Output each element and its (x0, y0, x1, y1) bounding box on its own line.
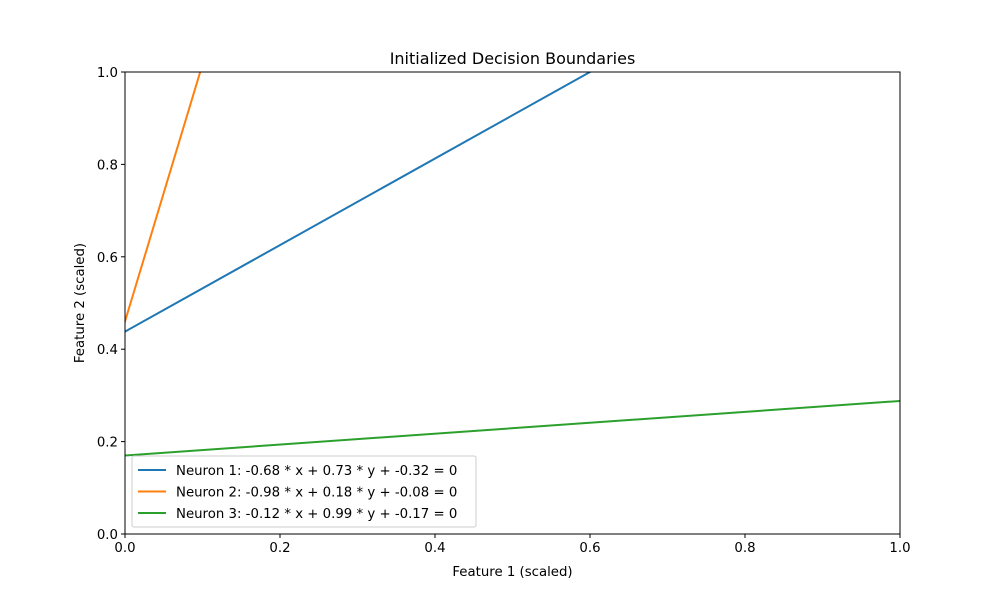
y-tick-label: 0.2 (97, 436, 118, 451)
legend: Neuron 1: -0.68 * x + 0.73 * y + -0.32 =… (131, 455, 477, 528)
x-axis-ticks: 0.0 0.2 0.4 0.6 0.8 1.0 (114, 534, 911, 556)
y-tick-label: 1.0 (97, 66, 118, 81)
x-tick-label: 0.4 (424, 541, 445, 556)
y-tick-label: 0.8 (97, 158, 118, 173)
plot-frame (124, 71, 901, 535)
series-lines (125, 72, 900, 457)
legend-box (131, 455, 477, 528)
chart-title: Initialized Decision Boundaries (390, 49, 636, 68)
y-tick-label: 0.6 (97, 251, 118, 266)
x-tick-label: 0.6 (579, 541, 600, 556)
series-line-neuron-1 (125, 72, 592, 333)
legend-label-neuron-3: Neuron 3: -0.12 * x + 0.99 * y + -0.17 =… (176, 507, 457, 522)
y-axis-ticks: 0.0 0.2 0.4 0.6 0.8 1.0 (97, 66, 125, 543)
x-tick-label: 0.2 (269, 541, 290, 556)
legend-label-neuron-1: Neuron 1: -0.68 * x + 0.73 * y + -0.32 =… (176, 464, 457, 479)
series-line-neuron-2 (125, 72, 202, 323)
x-tick-label: 1.0 (889, 541, 910, 556)
x-tick-label: 0.0 (114, 541, 135, 556)
y-axis-label: Feature 2 (scaled) (73, 243, 88, 363)
legend-label-neuron-2: Neuron 2: -0.98 * x + 0.18 * y + -0.08 =… (176, 486, 457, 501)
x-tick-label: 0.8 (734, 541, 755, 556)
y-tick-label: 0.4 (97, 343, 118, 358)
x-axis-label: Feature 1 (scaled) (452, 565, 572, 580)
series-line-neuron-3 (125, 399, 900, 457)
y-tick-label: 0.0 (97, 528, 118, 543)
